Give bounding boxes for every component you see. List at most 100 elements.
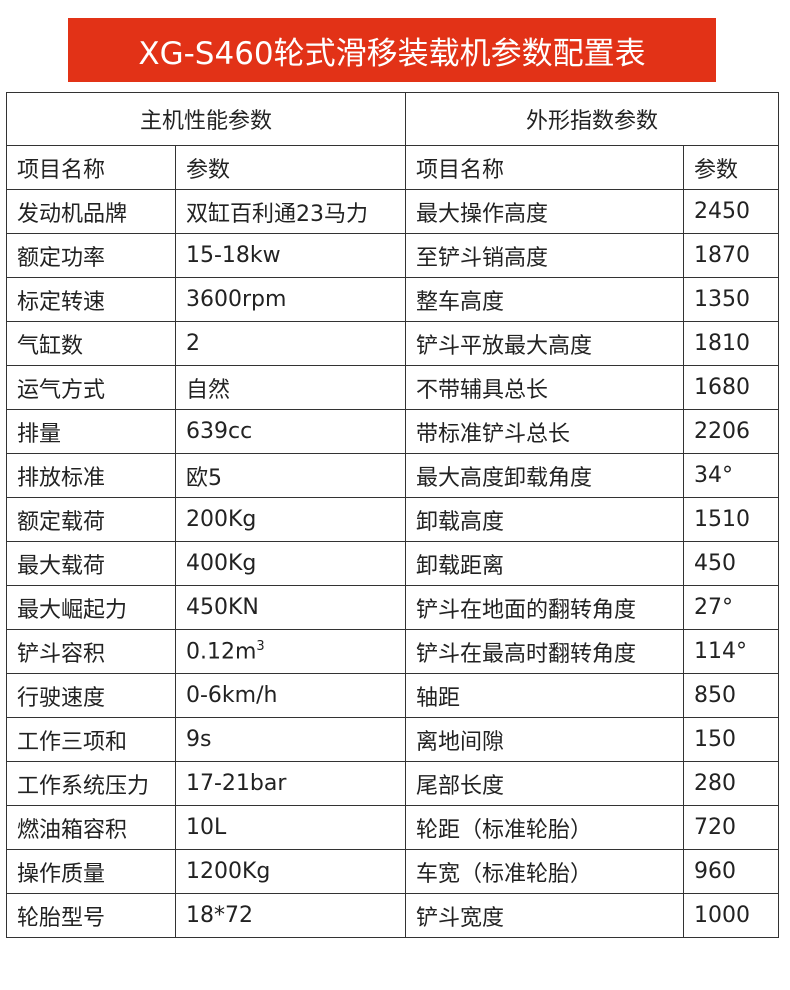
cell-text: 450KN [186,595,259,620]
dimension-value: 1870 [683,233,780,278]
dimension-value: 960 [683,849,780,894]
dimension-value: 114° [683,629,780,674]
item-name: 额定载荷 [6,497,176,542]
table-row: 燃油箱容积 10L 轮距（标准轮胎） 720 [6,805,780,850]
dimension-name: 尾部长度 [405,761,685,806]
item-value: 17-21bar [174,761,407,806]
table-row: 最大崛起力 450KN 铲斗在地面的翻转角度 27° [6,585,780,630]
cell-text: 17-21bar [186,771,287,796]
cell-text: 10L [186,815,227,840]
cell-text: 带标准铲斗总长 [416,421,571,447]
cell-text: 0.12m [186,639,257,665]
item-name: 铲斗容积 [6,629,176,674]
cell-text: 自然 [186,377,231,403]
item-value: 0-6km/h [174,673,407,718]
item-value: 自然 [174,365,407,410]
dimension-value: 1350 [683,277,780,322]
cell-text: 运气方式 [17,377,106,403]
cell-text: 1680 [694,375,751,400]
cell-text: 850 [694,683,737,708]
cell-text: 114° [694,639,748,664]
cell-text: 720 [694,815,737,840]
cell-text: 轮胎型号 [17,905,106,931]
cell-text: 排量 [17,421,62,447]
cell-text: 2206 [694,419,751,444]
cell-text: 燃油箱容积 [17,817,128,843]
cell-text: 车宽（标准轮胎） [416,861,593,887]
table-row: 标定转速 3600rpm 整车高度 1350 [6,277,780,322]
item-name: 燃油箱容积 [6,805,176,850]
item-value: 10L [174,805,407,850]
item-value: 200Kg [174,497,407,542]
cell-text: 行驶速度 [17,685,106,711]
table-row: 额定载荷 200Kg 卸载高度 1510 [6,497,780,542]
item-name: 排量 [6,409,176,454]
section-engine-performance: 主机性能参数 [5,92,407,146]
dimension-value: 150 [683,717,780,762]
cell-text: 1510 [694,507,751,532]
cell-text: 1000 [694,903,751,928]
dimension-name: 轴距 [405,673,685,718]
cell-text: 双缸百利通23马力 [186,201,368,227]
cell-text: 排放标准 [17,465,106,491]
table-row: 最大载荷 400Kg 卸载距离 450 [6,541,780,586]
item-value: 2 [174,321,407,366]
item-value: 639cc [174,409,407,454]
cell-text: 铲斗容积 [17,641,106,667]
item-value: 450KN [174,585,407,630]
spec-table: 主机性能参数 外形指数参数 项目名称 参数 项目名称 参数 发动机品牌 双缸百利通… [5,92,780,938]
dimension-value: 280 [683,761,780,806]
item-name: 排放标准 [6,453,176,498]
cell-text: 2450 [694,199,751,224]
item-name: 最大载荷 [6,541,176,586]
cell-text: 1870 [694,243,751,268]
item-value: 3600rpm [174,277,407,322]
cell-text: 最大高度卸载角度 [416,465,593,491]
column-header: 参数 [683,145,780,190]
item-name: 工作三项和 [6,717,176,762]
cell-text: 最大崛起力 [17,597,128,623]
column-header-row: 项目名称 参数 项目名称 参数 [6,145,780,190]
item-name: 标定转速 [6,277,176,322]
table-row: 额定功率 15-18kw 至铲斗销高度 1870 [6,233,780,278]
table-row: 铲斗容积 0.12m3 铲斗在最高时翻转角度 114° [6,629,780,674]
dimension-value: 1810 [683,321,780,366]
table-row: 运气方式 自然 不带辅具总长 1680 [6,365,780,410]
dimension-value: 850 [683,673,780,718]
table-row: 操作质量 1200Kg 车宽（标准轮胎） 960 [6,849,780,894]
table-row: 行驶速度 0-6km/h 轴距 850 [6,673,780,718]
exponent: 3 [256,638,265,654]
cell-text: 轴距 [416,685,461,711]
cell-text: 卸载高度 [416,509,505,535]
dimension-name: 最大操作高度 [405,189,685,234]
dimension-value: 1680 [683,365,780,410]
cell-text: 15-18kw [186,243,281,268]
item-name: 额定功率 [6,233,176,278]
cell-text: 200Kg [186,507,257,532]
section-header-row: 主机性能参数 外形指数参数 [5,92,780,146]
dimension-name: 带标准铲斗总长 [405,409,685,454]
item-value: 15-18kw [174,233,407,278]
cell-text: 标定转速 [17,289,106,315]
cell-text: 尾部长度 [416,773,505,799]
item-name: 发动机品牌 [6,189,176,234]
cell-text: 发动机品牌 [17,201,128,227]
cell-text: 工作系统压力 [17,773,150,799]
table-row: 排量 639cc 带标准铲斗总长 2206 [6,409,780,454]
item-value: 双缸百利通23马力 [174,189,407,234]
cell-text: 轮距（标准轮胎） [416,817,593,843]
cell-text: 气缸数 [17,333,84,359]
dimension-name: 铲斗宽度 [405,893,685,938]
dimension-name: 整车高度 [405,277,685,322]
dimension-value: 720 [683,805,780,850]
cell-text: 铲斗在最高时翻转角度 [416,641,637,667]
dimension-value: 34° [683,453,780,498]
table-row: 发动机品牌 双缸百利通23马力 最大操作高度 2450 [6,189,780,234]
dimension-value: 450 [683,541,780,586]
item-name: 轮胎型号 [6,893,176,938]
dimension-name: 卸载高度 [405,497,685,542]
column-header: 项目名称 [405,145,685,190]
item-name: 工作系统压力 [6,761,176,806]
cell-text: 2 [186,331,200,356]
table-row: 工作三项和 9s 离地间隙 150 [6,717,780,762]
